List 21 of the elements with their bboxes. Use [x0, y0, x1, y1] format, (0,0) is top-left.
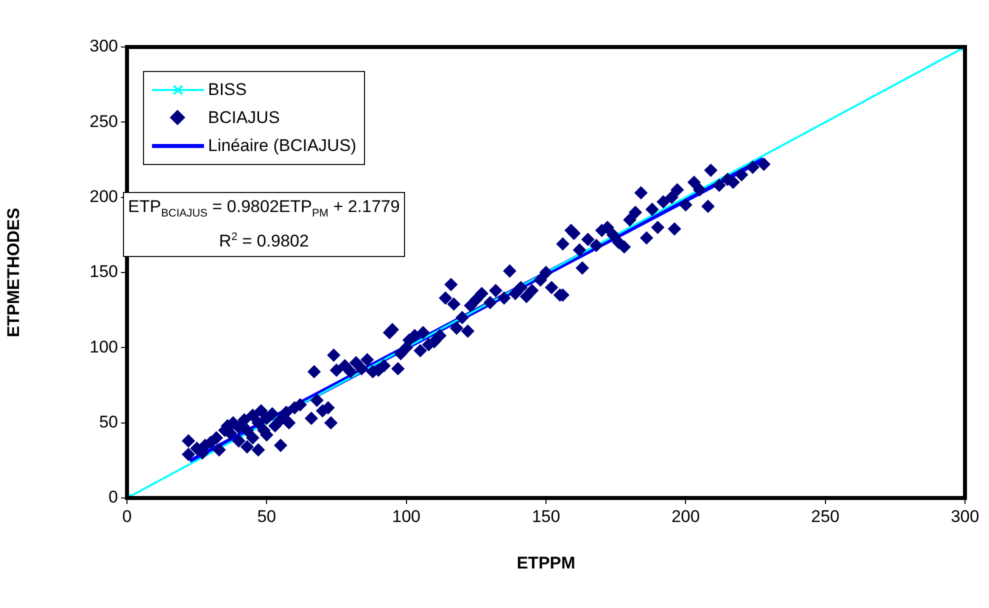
legend-label: Linéaire (BCIAJUS) — [208, 136, 356, 156]
x-tick-label: 100 — [392, 506, 421, 526]
y-tick-label: 150 — [90, 262, 118, 282]
legend-label: BISS — [208, 80, 247, 100]
legend-label: BCIAJUS — [208, 108, 280, 128]
y-tick-label: 300 — [90, 36, 118, 56]
x-tick-label: 50 — [257, 506, 276, 526]
y-tick-label: 50 — [99, 412, 118, 432]
y-tick-label: 200 — [90, 187, 118, 206]
y-tick-label: 0 — [108, 488, 118, 507]
x-tick-label: 150 — [532, 506, 560, 526]
x-tick-label: 250 — [811, 506, 840, 526]
x-tick-label: 200 — [671, 506, 700, 526]
y-tick-label: 100 — [90, 337, 118, 356]
y-axis-title: ETPMETHODES — [4, 208, 23, 338]
y-tick-label: 250 — [90, 112, 118, 131]
annotation: R$^{2}$ = 0.9802 — [218, 230, 310, 254]
x-axis-title: ETPPM — [516, 553, 576, 572]
annotation: ETP$_{BCIAJUS}$ = 0.9802ETP$_{PM}$ + 2.1779 — [128, 196, 400, 222]
x-tick-label: 0 — [122, 506, 132, 526]
x-tick-label: 300 — [950, 506, 980, 526]
